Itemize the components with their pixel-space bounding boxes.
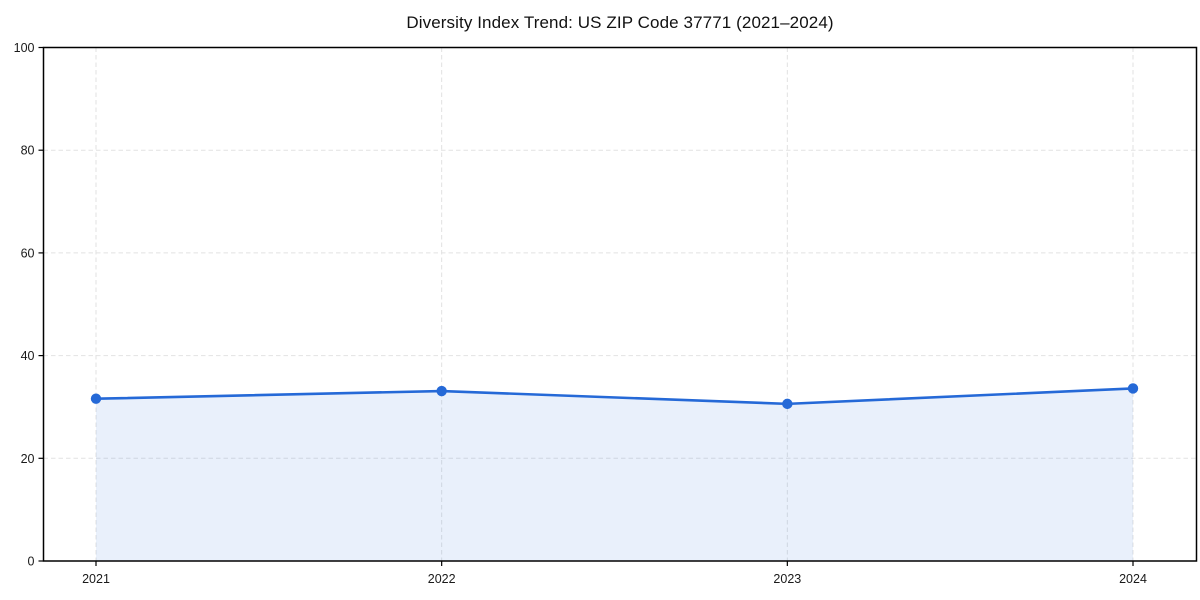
trend-line	[94, 387, 1135, 406]
y-tick-label: 40	[21, 349, 35, 363]
x-tick-label: 2024	[1119, 572, 1147, 586]
data-point	[782, 398, 793, 410]
area-fill	[96, 388, 1133, 561]
data-point	[1127, 383, 1139, 394]
y-tick-label: 80	[21, 144, 35, 158]
x-tick-label: 2022	[428, 572, 456, 586]
data-point	[436, 385, 447, 397]
y-tick-label: 100	[14, 41, 35, 55]
y-tick-label: 20	[21, 452, 35, 466]
data-point	[90, 393, 102, 404]
chart-title: Diversity Index Trend: US ZIP Code 37771…	[406, 13, 834, 32]
x-tick-label: 2021	[82, 572, 110, 586]
axes-box	[42, 46, 1198, 562]
x-tick-label: 2023	[773, 572, 801, 586]
y-tick-label: 0	[28, 555, 35, 569]
y-tick-label: 60	[21, 246, 35, 260]
